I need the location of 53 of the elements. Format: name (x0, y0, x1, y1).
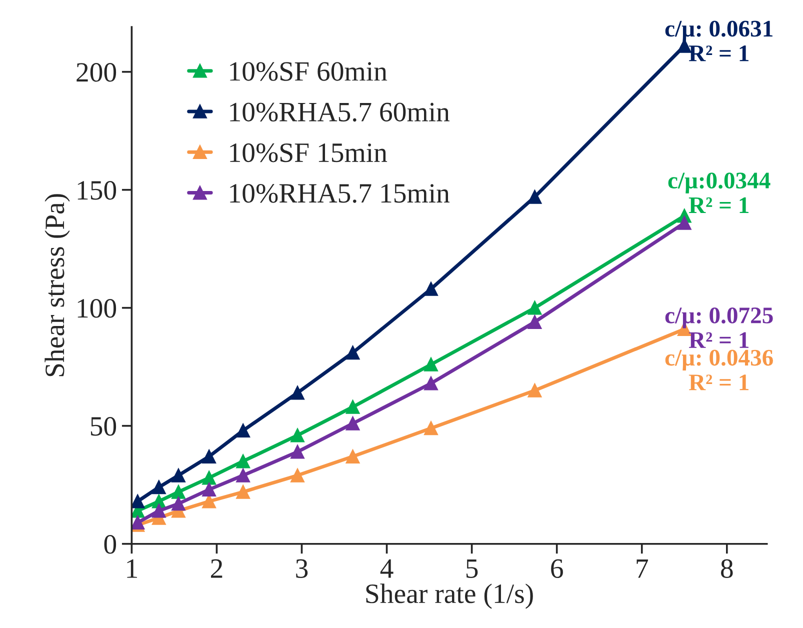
legend-label: 10%RHA5.7 60min (230, 102, 450, 122)
point (528, 300, 542, 315)
point (424, 358, 438, 372)
point (202, 450, 216, 464)
legend-label: 10%RHA5.7 15min (230, 184, 450, 203)
y-tick-label: 0 (104, 535, 116, 554)
point (202, 470, 216, 485)
point (152, 480, 166, 494)
x-tick-label: 1 (127, 559, 137, 578)
point (132, 494, 145, 508)
point (346, 450, 360, 464)
annotation: c/μ: 0.0436 R² = 1 (665, 350, 773, 390)
point (152, 504, 166, 518)
point (346, 400, 360, 414)
x-tick-label: 7 (636, 560, 648, 578)
y-tick-label: 200 (76, 63, 116, 82)
point (528, 384, 542, 398)
x-tick-label: 8 (721, 559, 733, 578)
point (290, 428, 304, 442)
point (346, 346, 360, 360)
point (236, 468, 250, 482)
annotation: c/μ: 0.0725 R² = 1 (665, 307, 773, 348)
point (236, 424, 250, 438)
x-tick-label: 3 (296, 559, 308, 578)
annotation: c/μ: 0.0631 R² = 1 (665, 20, 772, 62)
point (202, 482, 216, 497)
x-tick-label: 5 (466, 560, 478, 578)
point (236, 484, 250, 499)
y-tick-label: 50 (90, 417, 116, 436)
legend-label: 10%SF 15min (230, 143, 388, 162)
point (290, 444, 304, 459)
point (290, 468, 304, 482)
x-tick-label: 2 (210, 559, 222, 578)
point (172, 468, 186, 482)
point (528, 315, 542, 329)
point (290, 386, 304, 400)
y-tick-label: 100 (78, 299, 116, 318)
point (424, 376, 438, 390)
point (236, 454, 250, 468)
y-tick-label: 150 (78, 181, 116, 200)
x-tick-label: 4 (380, 559, 394, 578)
point (424, 282, 438, 296)
point (172, 484, 186, 499)
point (528, 190, 542, 204)
x-axis-title: Shear rate (1/s) (366, 584, 533, 609)
legend-label: 10%SF 60min (230, 62, 388, 81)
annotation: c/μ:0.0344 R² = 1 (668, 172, 770, 213)
point (677, 216, 692, 230)
point (424, 421, 438, 436)
x-tick-label: 6 (551, 559, 563, 578)
point (172, 496, 186, 511)
y-axis-title: Shear stress (Pa) (44, 194, 70, 376)
point (346, 416, 360, 430)
